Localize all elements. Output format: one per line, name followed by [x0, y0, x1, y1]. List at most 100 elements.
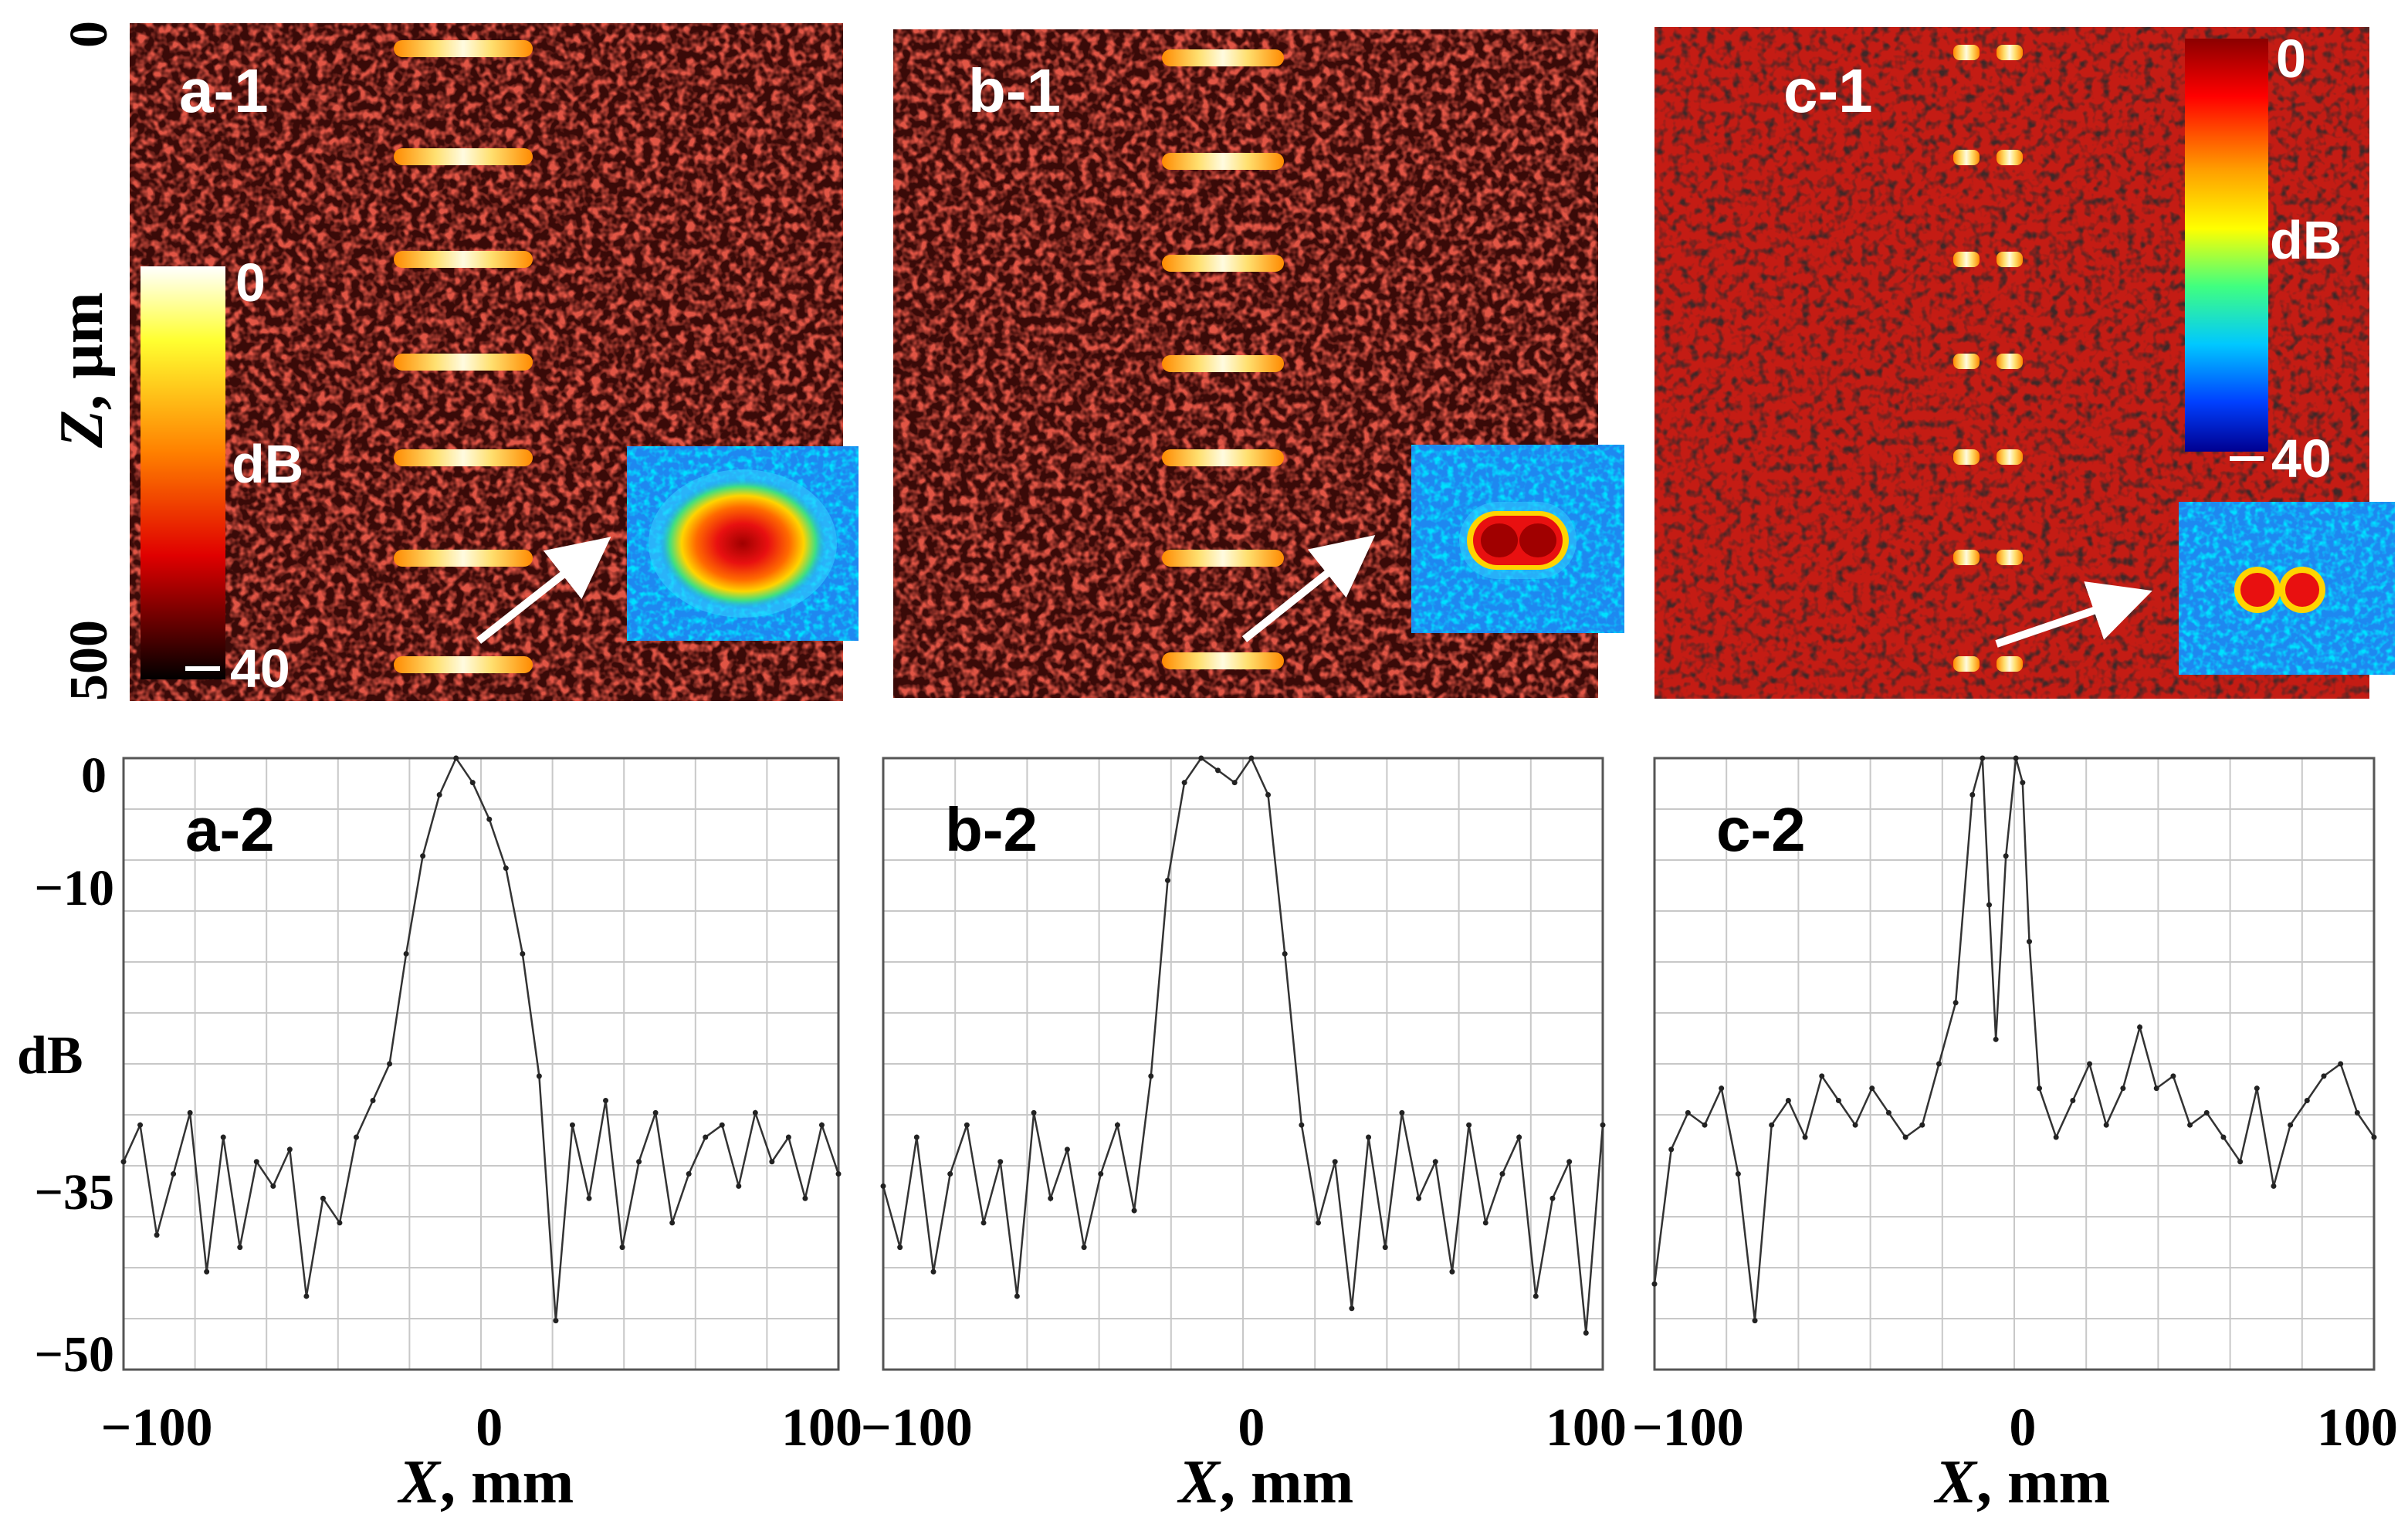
- data-point: [603, 1098, 609, 1104]
- data-point: [818, 1122, 825, 1128]
- data-point: [1885, 1109, 1892, 1116]
- data-point: [1936, 1061, 1942, 1067]
- data-point: [137, 1122, 144, 1128]
- data-point: [1131, 1207, 1137, 1214]
- data-point: [270, 1183, 276, 1189]
- data-point: [337, 1220, 343, 1226]
- data-point: [1566, 1159, 1573, 1165]
- data-point: [1014, 1293, 1020, 1299]
- plot-a-2: −100 0 100 a-2: [101, 755, 862, 1458]
- xtick-label: −100: [101, 1398, 213, 1458]
- data-point: [1533, 1293, 1539, 1299]
- target-bars-a1: [394, 40, 533, 673]
- data-point: [2103, 1122, 2109, 1128]
- panel-label-b-2: b-2: [945, 795, 1038, 864]
- data-point: [652, 1109, 659, 1116]
- data-point: [553, 1318, 559, 1324]
- data-point: [2354, 1109, 2360, 1116]
- data-point: [403, 950, 409, 957]
- data-point: [1499, 1171, 1505, 1177]
- data-point: [2203, 1109, 2210, 1116]
- data-point: [2321, 1073, 2327, 1079]
- data-point: [1081, 1245, 1087, 1251]
- data-point: [1265, 792, 1272, 798]
- data-point: [286, 1146, 293, 1153]
- data-point: [785, 1134, 791, 1140]
- data-point: [1114, 1122, 1120, 1128]
- data-point: [220, 1134, 226, 1140]
- colorbar-top-label: 0: [235, 252, 266, 313]
- ytick-minus50: −50: [34, 1326, 114, 1383]
- plot-c-2: −100 0 100 c-2: [1632, 755, 2398, 1458]
- data-point: [2037, 1085, 2043, 1092]
- data-point: [997, 1159, 1004, 1165]
- data-point: [1993, 1036, 1999, 1042]
- data-point: [2027, 939, 2033, 945]
- data-point: [1198, 755, 1204, 761]
- data-point: [237, 1245, 243, 1251]
- data-point: [387, 1061, 393, 1067]
- data-point: [2254, 1085, 2260, 1092]
- colorbar-jet: [2185, 39, 2268, 452]
- data-point: [2153, 1085, 2159, 1092]
- panel-label-b1: b-1: [968, 56, 1061, 125]
- data-point: [2087, 1061, 2093, 1067]
- data-point: [1600, 1122, 1606, 1128]
- data-point: [1516, 1134, 1522, 1140]
- data-point: [1986, 902, 1992, 908]
- inset-a1: [627, 446, 859, 641]
- data-point: [1366, 1134, 1372, 1140]
- data-point: [1735, 1171, 1741, 1177]
- data-point: [769, 1159, 775, 1165]
- data-point: [2371, 1134, 2377, 1140]
- data-point: [2271, 1183, 2277, 1189]
- panel-label-a1: a-1: [179, 56, 269, 125]
- data-point: [686, 1171, 692, 1177]
- colorbar-bottom-label: 40: [230, 638, 290, 699]
- data-point: [171, 1171, 177, 1177]
- data-point: [536, 1073, 542, 1079]
- data-point: [636, 1159, 642, 1165]
- arrow-b1: [1241, 535, 1376, 642]
- data-point: [569, 1122, 575, 1128]
- data-point: [1382, 1245, 1388, 1251]
- top-ytick-500: 500: [59, 620, 119, 701]
- data-point: [619, 1245, 625, 1251]
- data-point: [703, 1134, 709, 1140]
- data-point: [1852, 1122, 1858, 1128]
- image-panel-b1: b-1: [893, 29, 1624, 698]
- data-point: [1969, 792, 1976, 798]
- data-point: [2003, 853, 2009, 859]
- data-point: [1282, 950, 1288, 957]
- data-point: [2220, 1134, 2227, 1140]
- inset-c1: [2179, 502, 2395, 675]
- data-point: [1919, 1122, 1925, 1128]
- data-point: [897, 1245, 903, 1251]
- data-point: [669, 1220, 676, 1226]
- data-point: [1902, 1134, 1908, 1140]
- data-point: [1719, 1085, 1725, 1092]
- xtick-label: 0: [1238, 1398, 1265, 1458]
- data-point: [2053, 1134, 2059, 1140]
- data-point: [1482, 1220, 1488, 1226]
- data-point: [1466, 1122, 1472, 1128]
- colorbar-jet-bottom-label: 40: [2271, 428, 2332, 489]
- data-point: [1164, 877, 1170, 883]
- data-point: [1231, 780, 1238, 786]
- xtick-label: −100: [1632, 1398, 1744, 1458]
- xlabel-a2: X, mm: [397, 1448, 574, 1516]
- data-point: [1416, 1195, 1422, 1201]
- data-point: [1332, 1159, 1338, 1165]
- data-point: [1316, 1220, 1322, 1226]
- data-point: [2137, 1024, 2143, 1030]
- data-point: [1432, 1159, 1438, 1165]
- panel-label-c1: c-1: [1783, 56, 1873, 125]
- data-point: [1668, 1146, 1675, 1153]
- xtick-label: 100: [781, 1398, 862, 1458]
- data-point: [1752, 1318, 1758, 1324]
- data-point: [1214, 767, 1221, 774]
- data-point: [1702, 1122, 1708, 1128]
- data-point: [1685, 1109, 1691, 1116]
- image-panel-a1: 0 dB 40 a-1: [130, 23, 859, 701]
